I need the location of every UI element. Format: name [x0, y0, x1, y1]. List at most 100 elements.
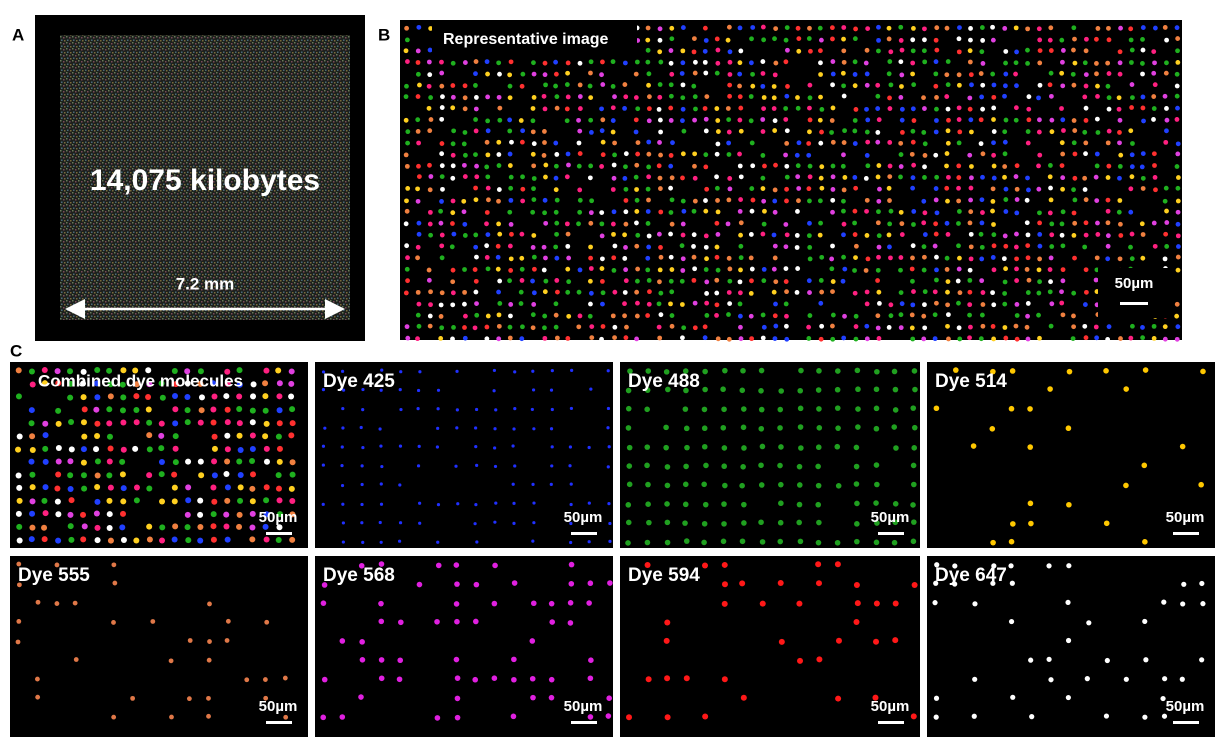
dot — [1049, 94, 1054, 99]
dot — [473, 71, 478, 76]
scale-bar — [571, 721, 597, 724]
dot — [1106, 233, 1111, 238]
dot — [819, 337, 824, 342]
dot — [922, 175, 927, 180]
dot — [1048, 82, 1053, 87]
dot — [738, 233, 743, 238]
dot — [945, 267, 950, 272]
dot — [1028, 521, 1034, 527]
dot — [361, 464, 364, 467]
dot — [957, 83, 962, 88]
dot — [979, 95, 984, 100]
dot — [1141, 119, 1146, 124]
dot — [796, 186, 801, 191]
dot — [934, 59, 939, 64]
dot — [898, 25, 903, 30]
dot — [842, 60, 847, 65]
dot — [551, 408, 554, 411]
dot — [1009, 406, 1015, 412]
dot — [815, 502, 821, 508]
dot — [1003, 83, 1008, 88]
dot — [714, 221, 719, 226]
dot — [225, 638, 230, 643]
dot — [680, 335, 685, 340]
dot — [463, 106, 468, 111]
dot — [158, 445, 164, 451]
dot — [1163, 337, 1168, 342]
dot — [899, 84, 904, 89]
dot — [73, 601, 78, 606]
dot — [56, 445, 62, 451]
dot — [623, 267, 628, 272]
dot — [554, 256, 559, 261]
dot — [657, 49, 662, 54]
dot — [624, 198, 629, 203]
dot — [945, 151, 950, 156]
dot — [264, 459, 270, 465]
dot — [520, 174, 525, 179]
dot — [531, 312, 536, 317]
dot — [841, 25, 846, 30]
dot — [1037, 26, 1042, 31]
dot — [1027, 278, 1032, 283]
dot — [680, 60, 685, 65]
dot — [16, 511, 22, 517]
dot — [1015, 302, 1020, 307]
dot — [681, 209, 686, 214]
dot — [600, 128, 605, 133]
dot — [1046, 563, 1051, 568]
dot — [108, 485, 114, 491]
dot — [264, 484, 270, 490]
dot — [1106, 84, 1111, 89]
dot — [783, 153, 788, 158]
dot — [1025, 61, 1030, 66]
dot — [887, 186, 892, 191]
dot — [159, 537, 165, 543]
dot — [921, 199, 926, 204]
dot — [665, 714, 671, 720]
dot — [578, 106, 583, 111]
dot — [622, 301, 627, 306]
dot — [1071, 336, 1076, 341]
dot — [531, 129, 536, 134]
dot — [876, 326, 881, 331]
dot — [1105, 61, 1110, 66]
dot — [1002, 325, 1007, 330]
dot — [473, 83, 478, 88]
dot — [43, 459, 49, 465]
dot — [553, 141, 558, 146]
dot — [378, 619, 384, 625]
dot — [169, 715, 174, 720]
dot — [623, 245, 628, 250]
dot — [967, 96, 972, 101]
dot — [532, 267, 537, 272]
dot — [1048, 677, 1053, 682]
dot — [635, 152, 640, 157]
dot — [703, 324, 708, 329]
dot — [276, 434, 282, 440]
dot — [55, 538, 61, 544]
dot — [1118, 60, 1123, 65]
dot — [451, 153, 456, 158]
dot — [670, 175, 675, 180]
dot — [437, 503, 440, 506]
dot — [887, 140, 892, 145]
dot — [957, 140, 962, 145]
dot — [417, 302, 422, 307]
dot — [107, 525, 113, 531]
dot — [531, 325, 536, 330]
dot — [238, 484, 244, 490]
dot — [576, 221, 581, 226]
dot — [520, 278, 525, 283]
dot — [989, 426, 995, 432]
dot — [1096, 130, 1101, 135]
dot — [1026, 232, 1031, 237]
dot — [462, 142, 467, 147]
dot — [702, 369, 708, 375]
dot — [322, 677, 328, 683]
dot — [1048, 38, 1053, 43]
dot — [772, 95, 777, 100]
dot — [1118, 118, 1123, 123]
dot — [911, 519, 917, 525]
dot — [808, 83, 813, 88]
